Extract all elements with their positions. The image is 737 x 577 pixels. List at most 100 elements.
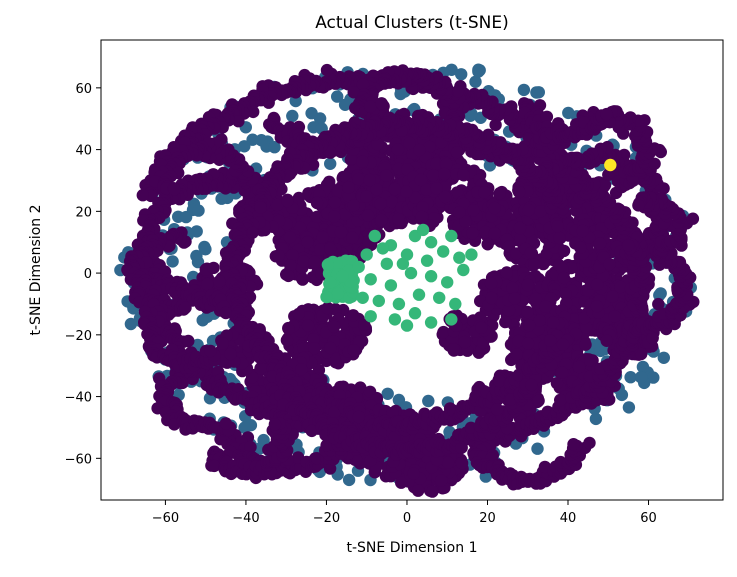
scatter-point (485, 291, 498, 305)
scatter-point (590, 278, 604, 291)
scatter-point (342, 473, 356, 487)
scatter-point (532, 394, 545, 407)
scatter-point (385, 195, 399, 209)
scatter-point (426, 485, 439, 498)
scatter-point (450, 146, 464, 159)
scatter-point (391, 143, 405, 156)
scatter-point (371, 138, 384, 151)
scatter-point (328, 196, 342, 209)
scatter-point (574, 241, 587, 254)
scatter-point (301, 319, 315, 332)
scatter-point (324, 242, 337, 255)
scatter-point (136, 189, 149, 202)
scatter-point (493, 187, 506, 200)
scatter-point (635, 371, 648, 384)
scatter-point (381, 387, 394, 400)
scatter-point (327, 320, 341, 333)
scatter-point (308, 255, 321, 269)
scatter-point (528, 258, 541, 271)
scatter-point (555, 366, 569, 379)
scatter-point (440, 157, 453, 171)
scatter-point (395, 476, 408, 489)
scatter-point (388, 182, 402, 196)
scatter-point (422, 394, 435, 408)
scatter-point (192, 204, 205, 217)
scatter-point (413, 143, 426, 157)
scatter-point (280, 334, 294, 347)
scatter-point (420, 183, 433, 196)
scatter-point (411, 484, 425, 497)
scatter-point (342, 181, 355, 194)
scatter-point (301, 236, 314, 249)
scatter-point (320, 63, 334, 77)
scatter-point (407, 467, 420, 480)
scatter-point (523, 319, 536, 332)
scatter-point (438, 190, 452, 204)
scatter-point (531, 442, 544, 455)
scatter-point (524, 246, 538, 259)
scatter-point (392, 212, 405, 226)
scatter-point (553, 231, 566, 245)
scatter-point (268, 141, 281, 154)
scatter-point (636, 360, 650, 374)
scatter-point (455, 68, 468, 81)
scatter-point (347, 199, 360, 212)
scatter-point (499, 315, 512, 329)
scatter-point (579, 338, 592, 351)
scatter-point (481, 238, 494, 251)
scatter-point (295, 363, 308, 376)
scatter-point (338, 98, 352, 112)
scatter-point (457, 169, 470, 182)
scatter-point (551, 220, 564, 233)
scatter-point (539, 300, 552, 313)
scatter-point (506, 281, 519, 295)
scatter-point (450, 186, 464, 199)
scatter-point (438, 167, 451, 181)
scatter-point (453, 206, 466, 219)
scatter-point (624, 371, 637, 384)
scatter-point (441, 456, 455, 469)
scatter-point (416, 201, 429, 214)
scatter-point (286, 249, 299, 262)
scatter-point (246, 133, 259, 146)
points-layer (114, 63, 700, 498)
scatter-point (321, 301, 334, 315)
scatter-point (622, 401, 636, 414)
scatter-point (521, 337, 535, 350)
scatter-point (557, 271, 571, 285)
scatter-point (352, 172, 365, 186)
scatter-point (282, 322, 295, 335)
scatter-point (484, 277, 498, 290)
scatter-point (576, 224, 589, 238)
scatter-point (191, 255, 205, 269)
scatter-point (346, 231, 359, 244)
scatter-point (332, 184, 345, 198)
scatter-point (475, 321, 488, 334)
scatter-point (361, 209, 375, 222)
scatter-point (356, 155, 369, 168)
scatter-point (572, 360, 586, 374)
scatter-point (331, 90, 344, 103)
scatter-point (281, 194, 294, 208)
scatter-point (554, 393, 567, 407)
scatter-point (447, 343, 460, 356)
scatter-point (297, 255, 310, 268)
scatter-point (196, 314, 209, 327)
scatter-point (400, 185, 413, 198)
scatter-point (534, 205, 547, 218)
scatter-point (467, 204, 480, 217)
scatter-point (458, 335, 471, 349)
scatter-point (435, 474, 448, 487)
scatter-point (324, 157, 337, 170)
scatter-point (562, 106, 575, 120)
scatter-point (521, 278, 534, 292)
scatter-point (284, 259, 297, 272)
scatter-point (647, 371, 660, 384)
scatter-point (478, 186, 491, 199)
scatter-point (603, 257, 616, 271)
scatter-point (557, 244, 571, 258)
scatter-point (347, 309, 360, 322)
scatter-point (488, 227, 501, 240)
scatter-point (544, 334, 557, 347)
